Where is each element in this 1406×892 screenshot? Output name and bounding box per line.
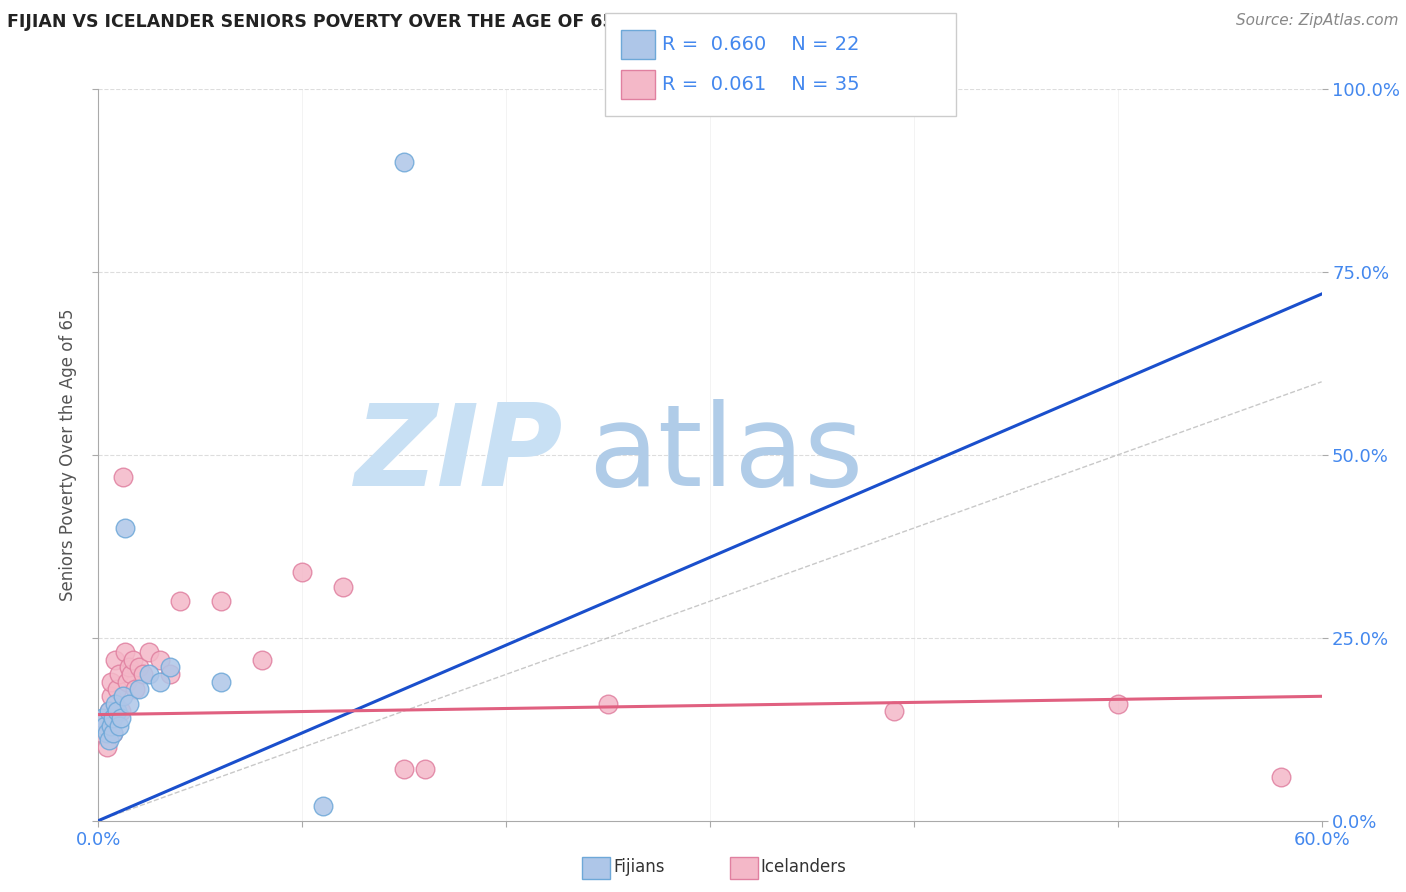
Point: [97, 733, 120, 747]
Point: [209, 674, 232, 689]
Text: R =  0.660    N = 22: R = 0.660 N = 22: [662, 35, 859, 54]
Point: [105, 681, 128, 696]
Point: [159, 660, 181, 674]
Point: [93, 718, 115, 732]
Point: [114, 521, 136, 535]
Point: [120, 667, 142, 681]
Point: [149, 674, 172, 689]
Point: [138, 667, 160, 681]
Point: [118, 660, 141, 674]
Point: [138, 645, 160, 659]
Point: [392, 763, 416, 777]
Point: [250, 653, 273, 667]
Text: atlas: atlas: [588, 400, 863, 510]
Point: [101, 711, 124, 725]
Point: [100, 674, 122, 689]
Point: [96, 740, 118, 755]
Point: [132, 667, 155, 681]
Point: [101, 726, 124, 740]
Point: [169, 594, 191, 608]
Y-axis label: Seniors Poverty Over the Age of 65: Seniors Poverty Over the Age of 65: [59, 309, 77, 601]
Point: [128, 660, 150, 674]
Point: [100, 690, 122, 704]
Point: [291, 565, 314, 579]
Point: [96, 726, 118, 740]
Point: [312, 799, 335, 814]
Point: [883, 704, 905, 718]
Point: [209, 594, 232, 608]
Point: [97, 704, 120, 718]
Point: [115, 674, 138, 689]
Text: Source: ZipAtlas.com: Source: ZipAtlas.com: [1236, 13, 1399, 29]
Text: FIJIAN VS ICELANDER SENIORS POVERTY OVER THE AGE OF 65 CORRELATION CHART: FIJIAN VS ICELANDER SENIORS POVERTY OVER…: [7, 13, 830, 31]
Point: [149, 653, 172, 667]
Point: [104, 697, 127, 711]
Text: ZIP: ZIP: [354, 400, 564, 510]
Point: [111, 690, 134, 704]
Text: Icelanders: Icelanders: [761, 858, 846, 876]
Point: [332, 580, 354, 594]
Text: Fijians: Fijians: [613, 858, 665, 876]
Point: [118, 697, 141, 711]
Point: [104, 653, 127, 667]
Point: [91, 711, 114, 725]
Point: [111, 470, 134, 484]
Point: [110, 704, 132, 718]
Point: [1270, 770, 1292, 784]
Point: [159, 667, 181, 681]
Text: R =  0.061    N = 35: R = 0.061 N = 35: [662, 75, 860, 95]
Point: [93, 711, 115, 725]
Point: [108, 667, 131, 681]
Point: [110, 711, 132, 725]
Point: [108, 718, 131, 732]
Point: [97, 718, 120, 732]
Point: [124, 681, 146, 696]
Point: [91, 726, 114, 740]
Point: [100, 718, 122, 732]
Point: [97, 704, 120, 718]
Point: [1107, 697, 1129, 711]
Point: [598, 697, 620, 711]
Point: [105, 704, 128, 718]
Point: [128, 681, 150, 696]
Point: [122, 653, 145, 667]
Point: [114, 645, 136, 659]
Point: [101, 726, 124, 740]
Point: [413, 763, 436, 777]
Point: [392, 155, 416, 169]
